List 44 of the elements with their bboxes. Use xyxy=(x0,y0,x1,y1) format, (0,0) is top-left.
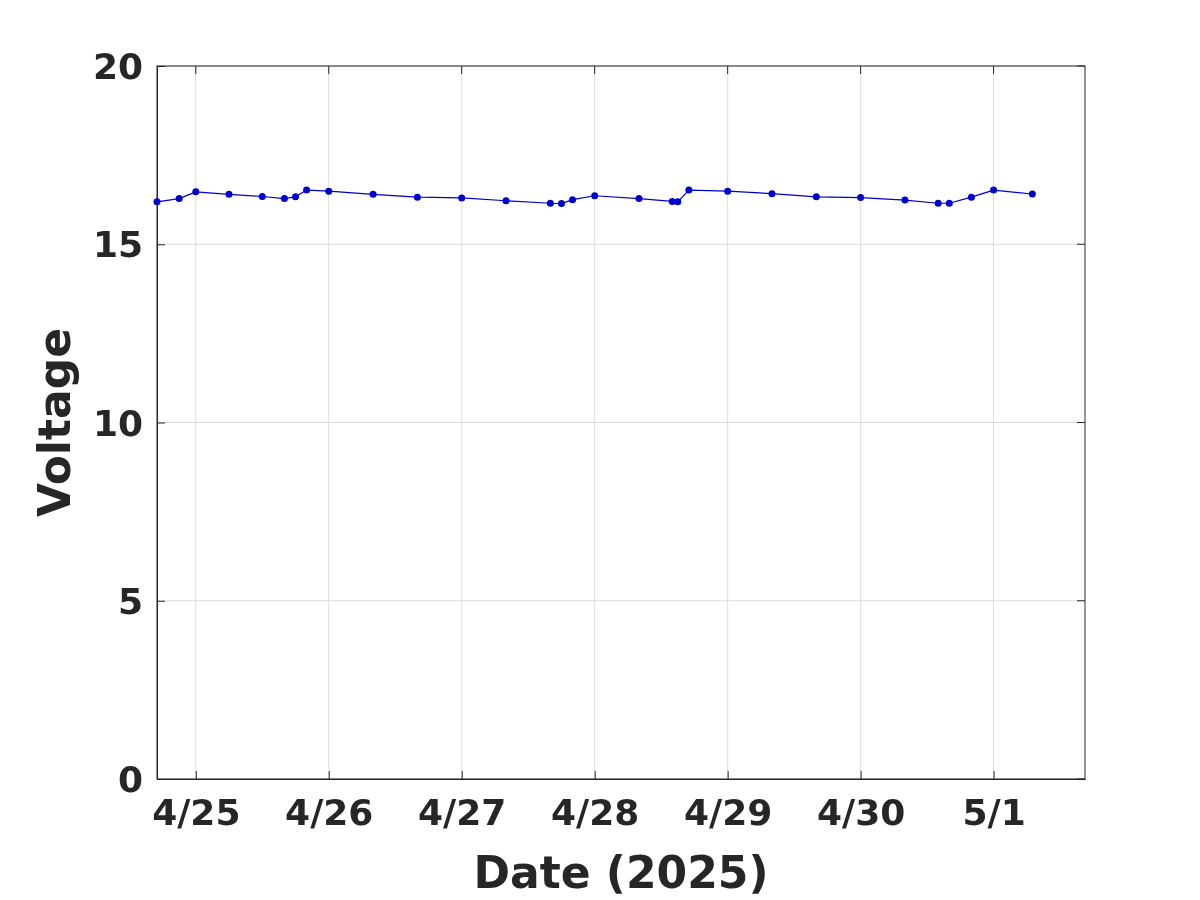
point xyxy=(674,198,682,206)
point xyxy=(768,190,776,198)
y-tick-label: 0 xyxy=(117,759,143,801)
point xyxy=(557,200,565,208)
point xyxy=(569,196,577,204)
point xyxy=(945,199,953,207)
y-tick-label: 15 xyxy=(92,224,143,266)
x-tick-label: 4/26 xyxy=(285,792,374,834)
point xyxy=(303,186,311,194)
x-tick-label: 4/28 xyxy=(551,792,640,834)
point xyxy=(153,198,161,206)
x-tick-label: 5/1 xyxy=(962,792,1026,834)
point xyxy=(175,195,183,203)
point xyxy=(812,193,820,201)
point xyxy=(724,187,732,195)
point xyxy=(685,186,693,194)
point xyxy=(857,194,865,202)
point xyxy=(369,190,377,198)
point xyxy=(413,193,421,201)
point xyxy=(1028,190,1036,198)
point xyxy=(901,196,909,204)
point xyxy=(325,187,333,195)
x-axis-title: Date (2025) xyxy=(473,847,769,898)
point xyxy=(990,186,998,194)
point xyxy=(225,190,233,198)
point xyxy=(967,193,975,201)
y-tick-label: 10 xyxy=(92,402,143,444)
point xyxy=(280,195,288,203)
point xyxy=(458,194,466,202)
point xyxy=(258,192,266,200)
point xyxy=(591,192,599,200)
y-tick-label: 20 xyxy=(92,46,143,88)
y-tick-label: 5 xyxy=(117,580,143,622)
x-tick-label: 4/25 xyxy=(152,792,241,834)
point xyxy=(546,199,554,207)
x-tick-label: 4/30 xyxy=(816,792,906,834)
point xyxy=(502,197,510,205)
point xyxy=(192,188,200,196)
x-tick-label: 4/27 xyxy=(418,792,507,834)
point xyxy=(292,193,300,201)
y-axis-title: Voltage xyxy=(29,327,80,518)
x-tick-label: 4/29 xyxy=(684,792,773,834)
point xyxy=(635,195,643,203)
point xyxy=(934,199,942,207)
